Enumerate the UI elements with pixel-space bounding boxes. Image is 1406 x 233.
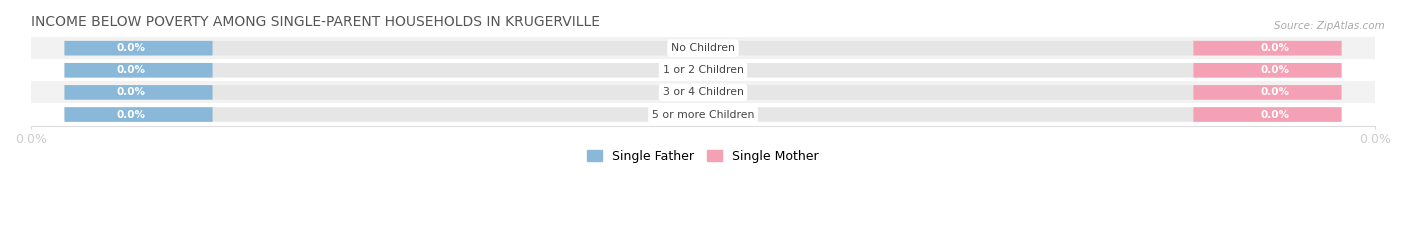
Text: 1 or 2 Children: 1 or 2 Children xyxy=(662,65,744,75)
FancyBboxPatch shape xyxy=(1194,41,1341,55)
Text: 0.0%: 0.0% xyxy=(117,110,146,120)
FancyBboxPatch shape xyxy=(65,63,212,78)
FancyBboxPatch shape xyxy=(65,41,1341,55)
FancyBboxPatch shape xyxy=(65,85,212,100)
Bar xyxy=(31,103,1375,126)
Bar xyxy=(31,59,1375,81)
Text: 5 or more Children: 5 or more Children xyxy=(652,110,754,120)
Text: 0.0%: 0.0% xyxy=(1260,65,1289,75)
FancyBboxPatch shape xyxy=(65,107,212,122)
FancyBboxPatch shape xyxy=(65,41,212,55)
Text: No Children: No Children xyxy=(671,43,735,53)
Bar xyxy=(31,81,1375,103)
Bar xyxy=(31,37,1375,59)
FancyBboxPatch shape xyxy=(1194,85,1341,100)
Text: 0.0%: 0.0% xyxy=(117,65,146,75)
FancyBboxPatch shape xyxy=(65,107,1341,122)
Text: INCOME BELOW POVERTY AMONG SINGLE-PARENT HOUSEHOLDS IN KRUGERVILLE: INCOME BELOW POVERTY AMONG SINGLE-PARENT… xyxy=(31,15,600,29)
Text: 3 or 4 Children: 3 or 4 Children xyxy=(662,87,744,97)
Legend: Single Father, Single Mother: Single Father, Single Mother xyxy=(582,145,824,168)
Text: 0.0%: 0.0% xyxy=(1260,43,1289,53)
FancyBboxPatch shape xyxy=(65,85,1341,100)
FancyBboxPatch shape xyxy=(1194,63,1341,78)
FancyBboxPatch shape xyxy=(1194,107,1341,122)
Text: 0.0%: 0.0% xyxy=(1260,87,1289,97)
Text: 0.0%: 0.0% xyxy=(117,87,146,97)
FancyBboxPatch shape xyxy=(65,63,1341,78)
Text: 0.0%: 0.0% xyxy=(1260,110,1289,120)
Text: Source: ZipAtlas.com: Source: ZipAtlas.com xyxy=(1274,21,1385,31)
Text: 0.0%: 0.0% xyxy=(117,43,146,53)
